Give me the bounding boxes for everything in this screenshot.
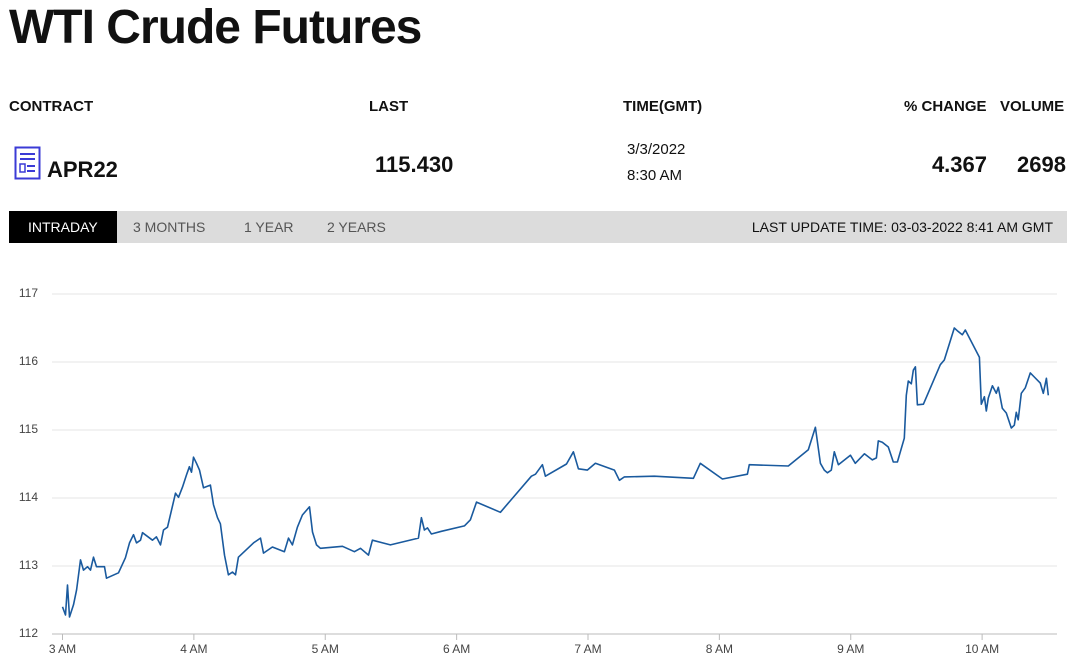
trade-time: 8:30 AM [627, 167, 683, 184]
x-tick-label: 4 AM [180, 642, 207, 656]
column-header: % CHANGE [904, 98, 987, 115]
volume: 2698 [1017, 152, 1066, 177]
y-tick-label: 112 [19, 626, 38, 640]
last-update: LAST UPDATE TIME: 03-03-2022 8:41 AM GMT [751, 219, 1053, 235]
y-tick-label: 115 [19, 422, 38, 436]
y-tick-label: 114 [19, 490, 38, 504]
column-header: VOLUME [1000, 98, 1065, 115]
price-line [61, 327, 1050, 618]
y-tick-label: 117 [19, 286, 38, 300]
tab[interactable]: 1 YEAR [244, 219, 294, 235]
column-header: CONTRACT [9, 98, 94, 115]
contract: APR22 [47, 157, 118, 182]
page-title: WTI Crude Futures [9, 1, 422, 54]
x-tick-label: 10 AM [965, 642, 999, 656]
tab[interactable]: 3 MONTHS [133, 219, 206, 235]
chart: 112 113 114 115 116 117 3 AM 4 AM 5 AM 6 AM 7 AM 8 … [19, 286, 1057, 656]
last-price: 115.430 [375, 152, 454, 177]
x-tick-label: 6 AM [443, 642, 470, 656]
x-tick-label: 3 AM [49, 642, 76, 656]
y-tick-label: 113 [19, 558, 38, 572]
y-tick-label: 116 [19, 354, 38, 368]
tab-bar: INTRADAY 3 MONTHS 1 YEAR 2 YEARS LAST UP… [9, 211, 1067, 243]
tab[interactable]: INTRADAY [9, 211, 117, 243]
tab[interactable]: 2 YEARS [327, 219, 386, 235]
column-header: TIME(GMT) [623, 98, 703, 115]
trade-date: 3/3/2022 [627, 141, 686, 158]
contract-icon [14, 146, 41, 180]
percent-change: 4.367 [931, 152, 987, 177]
x-tick-label: 8 AM [706, 642, 733, 656]
x-tick-label: 9 AM [837, 642, 864, 656]
x-tick-label: 7 AM [574, 642, 601, 656]
x-tick-label: 5 AM [312, 642, 339, 656]
column-header: LAST [369, 98, 409, 115]
